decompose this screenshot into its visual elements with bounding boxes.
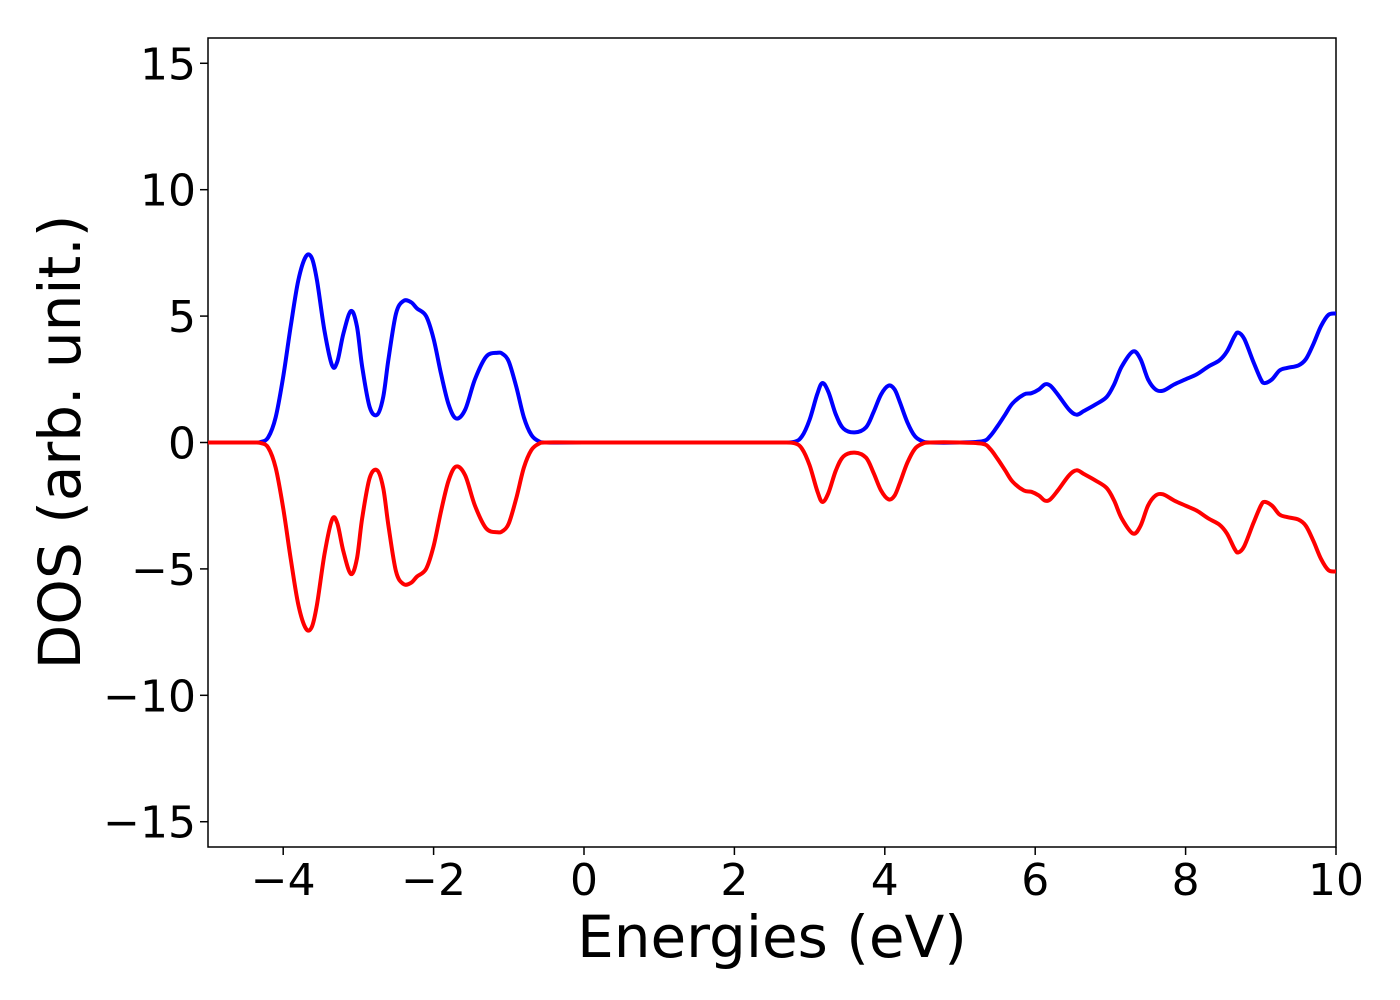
y-tick-label: −15 — [103, 798, 196, 849]
y-tick-label: −5 — [131, 545, 196, 596]
series-line-spin-down — [208, 440, 1336, 633]
x-tick-label: 2 — [720, 855, 748, 906]
x-axis-ticks: −4 −2 0 2 4 6 8 10 — [251, 847, 1364, 906]
x-tick-label: 8 — [1172, 855, 1200, 906]
x-tick-label: −2 — [401, 855, 466, 906]
y-tick-label: 0 — [168, 419, 196, 470]
series-layer — [208, 252, 1336, 633]
x-tick-label: 10 — [1308, 855, 1364, 906]
y-tick-label: 10 — [140, 166, 196, 217]
x-tick-label: 4 — [871, 855, 899, 906]
x-tick-label: −4 — [251, 855, 316, 906]
x-axis-label: Energies (eV) — [577, 903, 967, 971]
y-axis-label: DOS (arb. unit.) — [26, 215, 94, 670]
y-axis-ticks: −15 −10 −5 0 5 10 15 — [103, 39, 208, 849]
x-tick-label: 0 — [570, 855, 598, 906]
series-line-spin-up — [208, 252, 1336, 445]
y-tick-label: 15 — [140, 39, 196, 90]
y-tick-label: 5 — [168, 292, 196, 343]
y-tick-label: −10 — [103, 671, 196, 722]
x-tick-label: 6 — [1021, 855, 1049, 906]
